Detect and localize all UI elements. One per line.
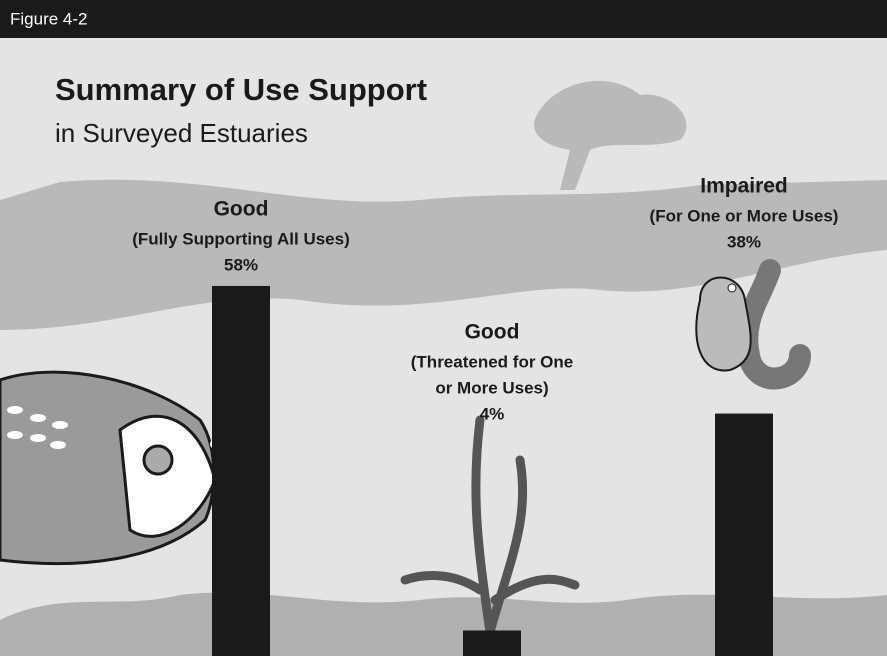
category-description: (Threatened for One xyxy=(411,352,573,371)
category-label: Good xyxy=(465,321,520,344)
category-description: (Fully Supporting All Uses) xyxy=(132,229,350,248)
category-description: (For One or More Uses) xyxy=(650,206,839,225)
bar xyxy=(212,285,270,656)
bar xyxy=(715,413,773,656)
worm-illustration xyxy=(695,259,811,390)
category-label: Impaired xyxy=(700,175,788,198)
category-label: Good xyxy=(214,198,269,221)
category-description: or More Uses) xyxy=(435,378,548,397)
chart-title: Summary of Use Support xyxy=(55,72,427,107)
value-label: 38% xyxy=(727,232,761,251)
figure-label: Figure 4-2 xyxy=(10,9,87,28)
chart-subtitle: in Surveyed Estuaries xyxy=(55,118,308,148)
header-bar xyxy=(0,0,887,38)
seaweed-illustration xyxy=(400,415,580,637)
value-label: 4% xyxy=(480,404,505,423)
fish-illustration xyxy=(0,370,249,566)
bar xyxy=(463,630,521,656)
value-label: 58% xyxy=(224,255,258,274)
tree xyxy=(534,80,687,190)
